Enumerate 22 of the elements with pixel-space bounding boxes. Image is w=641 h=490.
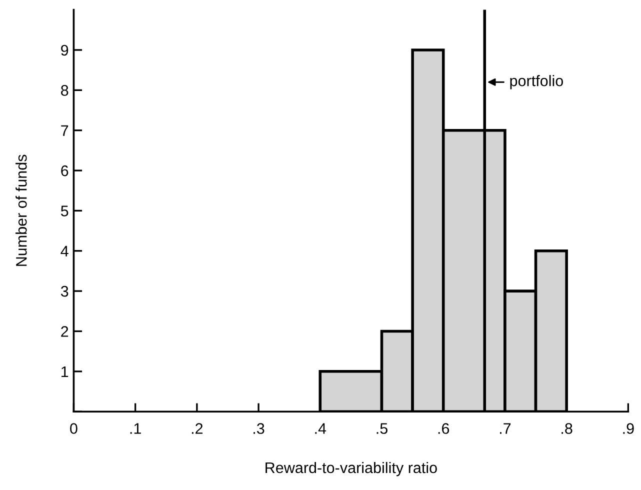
y-tick-label: 6	[61, 165, 68, 176]
y-tick-label: 5	[60, 206, 68, 216]
x-tick-label: .1	[130, 423, 141, 434]
x-axis-title: Reward-to-variability ratio	[266, 462, 437, 476]
y-tick-label: 7	[61, 125, 68, 136]
y-tick-label: 8	[61, 85, 68, 96]
x-tick-label: .8	[562, 423, 572, 434]
x-tick-label: .6	[438, 423, 450, 434]
y-axis-title: Number of funds	[16, 154, 27, 266]
x-tick-label: .7	[500, 423, 511, 434]
y-tick-label: 2	[61, 326, 68, 337]
y-tick-label: 1	[62, 366, 68, 377]
x-tick-label: .2	[192, 423, 203, 434]
y-tick-label: 3	[60, 286, 68, 297]
x-tick-label: .5	[376, 423, 388, 434]
y-tick-label: 9	[61, 44, 68, 56]
y-tick-label: 4	[60, 246, 68, 256]
x-tick-label: .3	[254, 423, 264, 434]
ref-line-label: portfolio	[510, 75, 563, 90]
x-tick-label: .9	[623, 423, 634, 434]
x-tick-label: 0	[70, 423, 78, 434]
x-tick-label: .4	[315, 423, 326, 434]
